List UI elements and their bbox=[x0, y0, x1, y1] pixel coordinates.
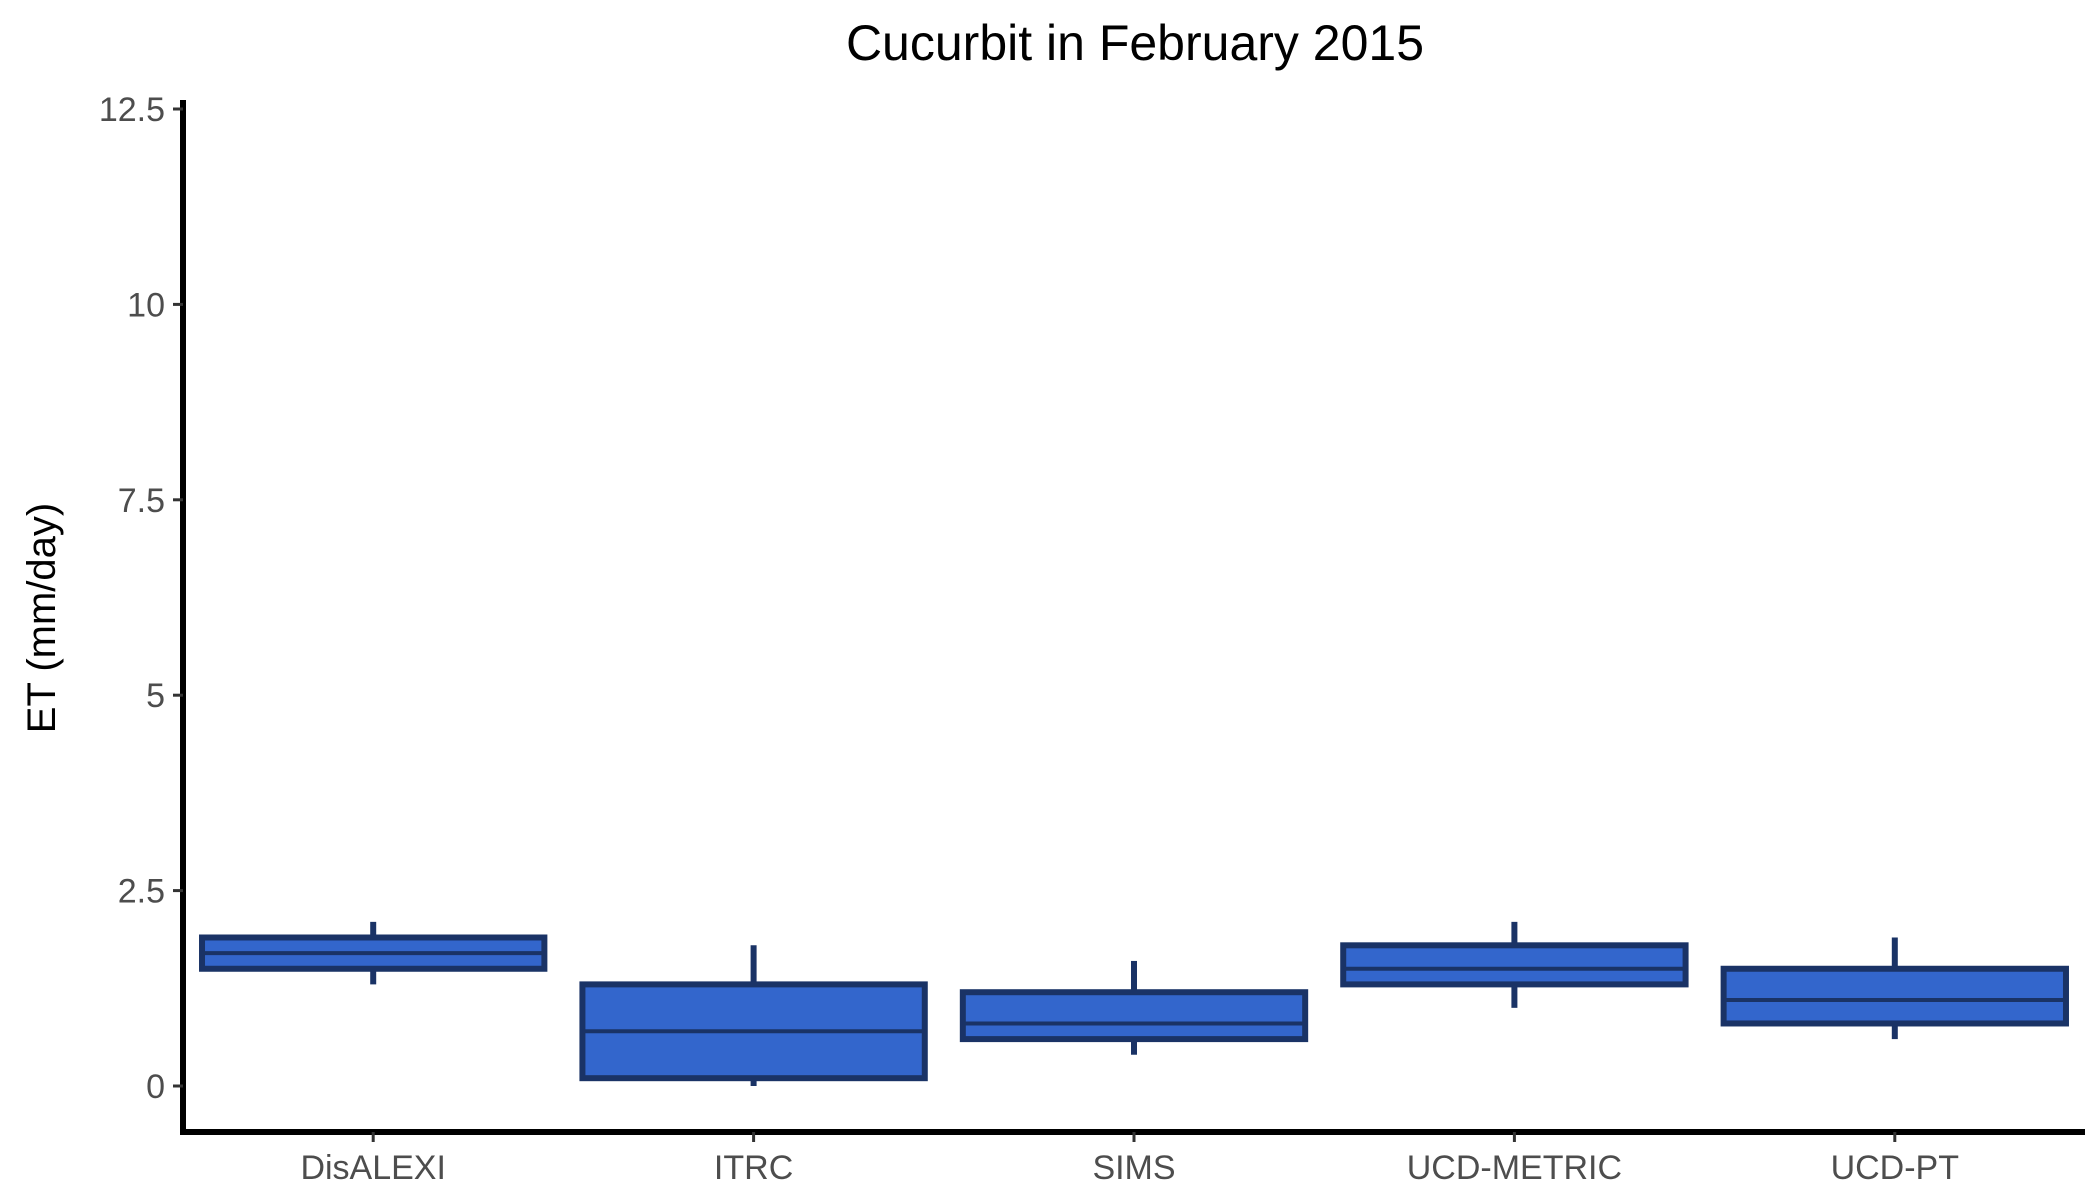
box-iqr bbox=[1720, 965, 2069, 1027]
y-tick-label: 10 bbox=[127, 286, 165, 324]
box-disalexi bbox=[199, 921, 548, 985]
box-ucd-metric bbox=[1340, 921, 1689, 1008]
boxes-layer bbox=[199, 921, 2069, 1086]
y-tick-label: 5 bbox=[146, 677, 165, 715]
chart-title: Cucurbit in February 2015 bbox=[846, 15, 1424, 71]
y-tick-label: 0 bbox=[146, 1068, 165, 1106]
box-ucd-pt bbox=[1720, 937, 2069, 1040]
box-itrc bbox=[579, 945, 928, 1086]
x-tick-label: SIMS bbox=[1092, 1149, 1175, 1187]
y-tick-label: 12.5 bbox=[99, 91, 165, 129]
y-tick-label: 7.5 bbox=[118, 482, 165, 520]
box-sims bbox=[959, 960, 1309, 1055]
x-tick-label: UCD-PT bbox=[1831, 1149, 1959, 1187]
x-tick-label: ITRC bbox=[714, 1149, 793, 1187]
box-iqr bbox=[1340, 942, 1689, 988]
box-iqr bbox=[959, 989, 1309, 1043]
y-axis-title: ET (mm/day) bbox=[20, 503, 64, 733]
x-tick-label: DisALEXI bbox=[300, 1149, 446, 1187]
axes-layer: 0 2.5 5 7.5 10 12.5 DisALEXI ITRC SIMS UCD-METRIC… bbox=[99, 91, 2085, 1187]
x-tick-label: UCD-METRIC bbox=[1407, 1149, 1622, 1187]
y-tick-label: 2.5 bbox=[118, 873, 165, 911]
